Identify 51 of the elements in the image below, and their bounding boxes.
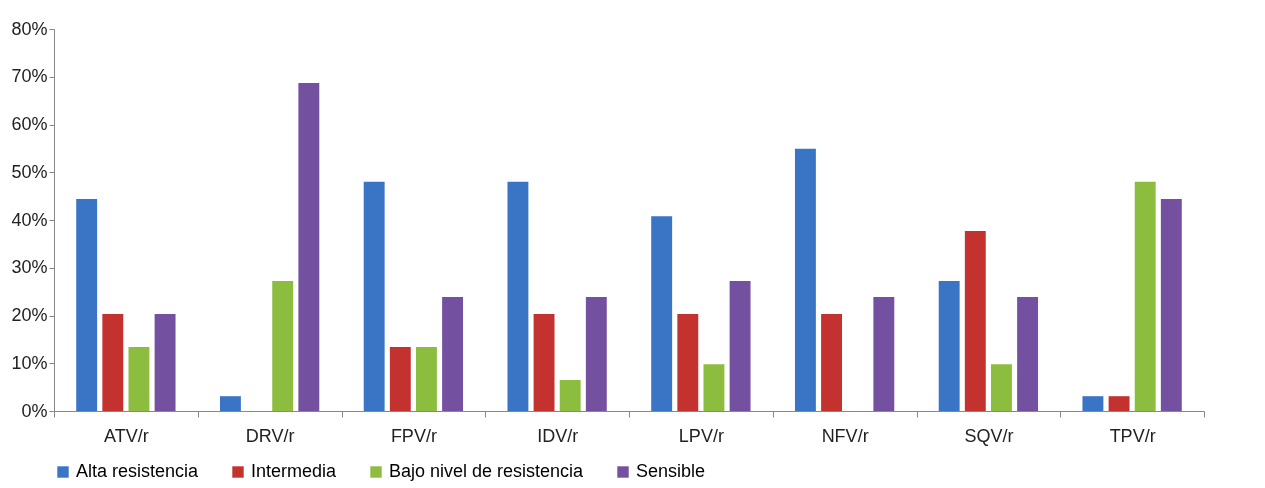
bar: [990, 364, 1012, 411]
y-tick-label: 10%: [11, 352, 48, 373]
bar: [964, 230, 986, 411]
bar: [363, 181, 385, 411]
bar: [1082, 396, 1104, 411]
bar: [585, 296, 607, 411]
bar: [389, 347, 411, 411]
legend-label: Intermedia: [251, 461, 338, 481]
y-tick-label: 50%: [11, 161, 48, 182]
bar: [76, 198, 98, 411]
bar: [154, 314, 176, 411]
bar: [559, 379, 581, 411]
bar: [219, 396, 241, 411]
y-tick-label: 40%: [11, 209, 48, 230]
bar: [1108, 396, 1130, 411]
y-tick-label: 70%: [11, 66, 48, 87]
bar: [873, 296, 895, 411]
y-tick-label: 80%: [11, 18, 48, 39]
legend-label: Bajo nivel de resistencia: [389, 461, 585, 481]
y-tick-label: 0%: [21, 400, 48, 421]
bar: [442, 296, 464, 411]
bar: [677, 314, 699, 411]
legend-label: Alta resistencia: [76, 461, 200, 481]
bar: [298, 82, 320, 411]
bar: [533, 314, 555, 411]
bar: [507, 181, 529, 411]
y-tick-label: 60%: [11, 114, 48, 134]
bar: [1160, 198, 1182, 411]
y-tick-label: 30%: [11, 257, 48, 278]
bar: [128, 347, 150, 411]
x-tick-label: SQV/r: [964, 425, 1014, 446]
x-tick-label: IDV/r: [537, 425, 579, 446]
x-tick-label: NFV/r: [821, 425, 869, 446]
x-tick-label: TPV/r: [1109, 425, 1156, 446]
bar: [729, 281, 751, 411]
legend-label: Sensible: [636, 461, 706, 481]
bar: [703, 364, 725, 411]
x-tick-label: ATV/r: [104, 425, 149, 446]
y-tick-label: 20%: [11, 305, 48, 325]
x-tick-label: DRV/r: [245, 425, 295, 446]
bar: [651, 216, 673, 411]
bar: [938, 281, 960, 411]
x-tick-label: FPV/r: [390, 425, 437, 446]
bar: [1017, 296, 1039, 411]
bar: [415, 347, 437, 411]
bar: [102, 314, 124, 411]
bar: [794, 148, 816, 411]
bar: [1134, 181, 1156, 411]
bar: [272, 281, 294, 411]
bar: [821, 314, 843, 411]
x-tick-label: LPV/r: [678, 425, 724, 446]
